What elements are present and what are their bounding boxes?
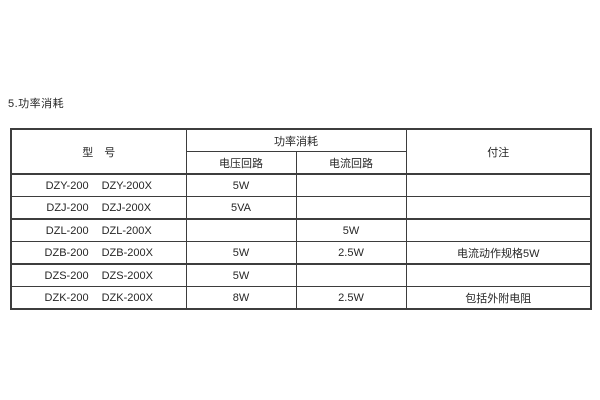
model-cell: DZS-200 DZS-200X [10,263,187,287]
current-circuit-cell [295,173,407,197]
notes-cell [405,173,592,197]
model-name: DZS-200X [101,269,153,282]
model-name: DZL-200 [45,224,89,237]
model-cell: DZB-200 DZB-200X [10,241,187,265]
model-name: DZY-200 [45,179,89,192]
notes-cell [405,196,592,220]
table-row-dzk: DZK-200 DZK-200X 8W 2.5W 包括外附电阻 [10,286,592,310]
model-cell: DZJ-200 DZJ-200X [10,196,187,220]
notes-cell [405,218,592,242]
model-pair: DZL-200 DZL-200X [14,225,184,237]
current-circuit-cell: 2.5W [295,286,407,310]
section-title: 5.功率消耗 [8,98,65,110]
table-row-dzs: DZS-200 DZS-200X 5W [10,263,592,287]
model-cell: DZL-200 DZL-200X [10,218,187,242]
voltage-circuit-cell [185,218,297,242]
table-row-dzj: DZJ-200 DZJ-200X 5VA [10,196,592,220]
col-header-current-circuit: 电流回路 [295,151,407,175]
voltage-circuit-cell: 5VA [185,196,297,220]
model-name: DZS-200 [44,269,89,282]
model-name: DZJ-200 [46,201,89,214]
model-name: DZK-200 [44,291,89,304]
model-cell: DZY-200 DZY-200X [10,173,187,197]
voltage-circuit-cell: 5W [185,173,297,197]
model-name: DZB-200 [44,246,89,259]
current-circuit-cell [295,263,407,287]
model-name: DZB-200X [101,246,153,259]
current-circuit-cell: 2.5W [295,241,407,265]
voltage-circuit-cell: 5W [185,241,297,265]
col-header-model: 型 号 [10,128,187,175]
power-consumption-table: 型 号 功率消耗 付注 电压回路 电流回路 DZY-200 DZY-200X 5… [10,128,592,310]
model-pair: DZY-200 DZY-200X [14,180,184,192]
model-name: DZY-200X [101,179,152,192]
table-row-dzb: DZB-200 DZB-200X 5W 2.5W 电流动作规格5W [10,241,592,265]
header-row-top: 型 号 功率消耗 付注 [10,128,592,175]
model-pair: DZS-200 DZS-200X [14,270,184,282]
voltage-circuit-cell: 5W [185,263,297,287]
current-circuit-cell [295,196,407,220]
notes-cell: 电流动作规格5W [405,241,592,265]
col-header-voltage-circuit: 电压回路 [185,151,297,175]
current-circuit-cell: 5W [295,218,407,242]
table-row-dzl: DZL-200 DZL-200X 5W [10,218,592,242]
col-header-power: 功率消耗 [185,128,407,152]
model-name: DZL-200X [101,224,152,237]
model-pair: DZK-200 DZK-200X [14,292,184,304]
col-header-notes: 付注 [405,128,592,175]
model-pair: DZJ-200 DZJ-200X [14,202,184,214]
model-cell: DZK-200 DZK-200X [10,286,187,310]
notes-cell: 包括外附电阻 [405,286,592,310]
model-name: DZJ-200X [101,201,152,214]
model-name: DZK-200X [101,291,153,304]
notes-cell [405,263,592,287]
model-pair: DZB-200 DZB-200X [14,247,184,259]
voltage-circuit-cell: 8W [185,286,297,310]
table-row-dzy: DZY-200 DZY-200X 5W [10,173,592,197]
